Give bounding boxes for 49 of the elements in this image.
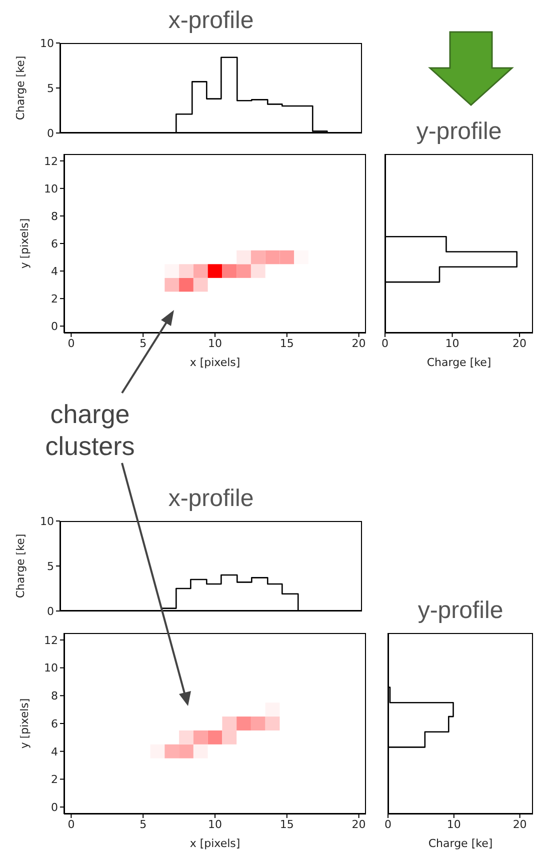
chart-title: y-profile bbox=[416, 597, 504, 625]
x-axis-title: Charge [ke] bbox=[428, 837, 493, 850]
y-tick-label: 12 bbox=[44, 154, 58, 168]
x-tick-label: 10 bbox=[445, 336, 460, 350]
y-tick-label: 6 bbox=[51, 717, 58, 730]
y-tick-label: 0 bbox=[51, 320, 58, 334]
y-tick-label: 2 bbox=[51, 292, 58, 306]
y-axis-title: Charge [ke] bbox=[14, 56, 27, 120]
x-tick-label: 20 bbox=[512, 818, 527, 831]
x-axis-title: x [pixels] bbox=[190, 837, 240, 850]
y-tick-label: 0 bbox=[51, 800, 58, 814]
y-tick-label: 2 bbox=[51, 773, 58, 786]
x-tick-label: 10 bbox=[446, 818, 461, 831]
x-tick-label: 20 bbox=[512, 336, 527, 350]
y-axis-title: y [pixels] bbox=[18, 218, 31, 269]
y-axis-title: Charge [ke] bbox=[14, 534, 27, 598]
y-tick-label: 5 bbox=[47, 560, 54, 573]
y-tick-label: 6 bbox=[51, 237, 58, 250]
x-tick-label: 10 bbox=[208, 818, 222, 831]
x-axis-title: Charge [ke] bbox=[426, 356, 492, 369]
x-tick-label: 5 bbox=[140, 336, 147, 350]
x-axis-title: x [pixels] bbox=[190, 356, 240, 369]
y-tick-label: 4 bbox=[51, 745, 58, 758]
y-tick-label: 10 bbox=[44, 182, 58, 196]
y-tick-label: 10 bbox=[40, 514, 54, 528]
y-tick-label: 4 bbox=[51, 264, 58, 278]
x-tick-label: 20 bbox=[352, 336, 366, 350]
y-tick-label: 8 bbox=[51, 210, 58, 223]
y-tick-label: 12 bbox=[44, 634, 58, 647]
x-tick-label: 0 bbox=[382, 336, 388, 350]
text: charge clusters bbox=[44, 398, 136, 462]
y-tick-label: 0 bbox=[47, 126, 54, 140]
y-axis-title: y [pixels] bbox=[18, 698, 31, 749]
x-tick-label: 15 bbox=[280, 818, 294, 831]
y-tick-label: 8 bbox=[51, 690, 58, 703]
y-tick-label: 5 bbox=[47, 82, 54, 95]
y-tick-label: 10 bbox=[40, 36, 54, 50]
x-tick-label: 0 bbox=[68, 818, 75, 831]
chart-title: x-profile bbox=[167, 7, 255, 35]
x-tick-label: 15 bbox=[280, 336, 294, 350]
x-tick-label: 0 bbox=[384, 818, 392, 831]
chart-title: y-profile bbox=[415, 118, 503, 146]
x-tick-label: 5 bbox=[140, 818, 147, 831]
chart-title: x-profile bbox=[167, 485, 255, 513]
x-tick-label: 10 bbox=[208, 336, 222, 350]
y-tick-label: 10 bbox=[44, 662, 58, 675]
y-tick-label: 0 bbox=[47, 604, 54, 618]
x-tick-label: 0 bbox=[68, 336, 75, 350]
x-tick-label: 20 bbox=[352, 818, 366, 831]
